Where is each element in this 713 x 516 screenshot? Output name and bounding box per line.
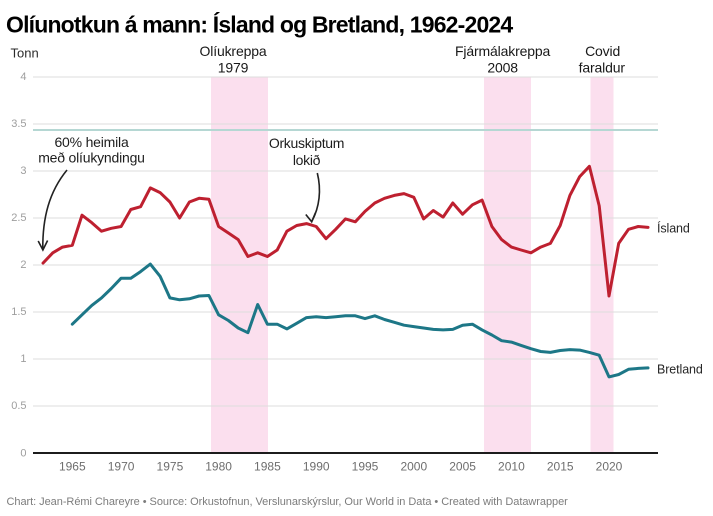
svg-text:1.5: 1.5 [11, 306, 26, 318]
svg-text:1985: 1985 [254, 460, 281, 474]
svg-text:1995: 1995 [352, 460, 379, 474]
svg-text:faraldur: faraldur [579, 60, 626, 76]
svg-text:Ísland: Ísland [657, 220, 690, 235]
svg-text:1970: 1970 [108, 460, 135, 474]
svg-text:2005: 2005 [449, 460, 476, 474]
svg-text:Olíunotkun á mann: Ísland og B: Olíunotkun á mann: Ísland og Bretland, 1… [6, 11, 513, 38]
svg-text:1980: 1980 [205, 460, 232, 474]
svg-text:Bretland: Bretland [657, 362, 703, 376]
svg-text:4: 4 [20, 71, 26, 83]
svg-text:2008: 2008 [487, 60, 518, 76]
svg-text:2.5: 2.5 [11, 212, 26, 224]
svg-text:1990: 1990 [303, 460, 330, 474]
svg-text:2000: 2000 [400, 460, 427, 474]
svg-text:2020: 2020 [596, 460, 623, 474]
svg-text:0: 0 [20, 447, 26, 459]
svg-text:Olíukreppa: Olíukreppa [200, 43, 267, 59]
svg-text:1: 1 [20, 353, 26, 365]
svg-text:3.5: 3.5 [11, 118, 26, 130]
svg-text:Fjármálakreppa: Fjármálakreppa [455, 43, 551, 59]
svg-text:2010: 2010 [498, 460, 525, 474]
svg-text:2015: 2015 [547, 460, 574, 474]
svg-text:0.5: 0.5 [11, 400, 26, 412]
svg-text:1965: 1965 [59, 460, 86, 474]
svg-text:2: 2 [20, 259, 26, 271]
svg-text:lokið: lokið [293, 152, 321, 168]
svg-text:60% heimila: 60% heimila [54, 134, 128, 150]
svg-text:Chart: Jean-Rémi Chareyre • So: Chart: Jean-Rémi Chareyre • Source: Orku… [7, 496, 569, 508]
svg-text:Tonn: Tonn [11, 46, 39, 61]
svg-text:með olíukyndingu: með olíukyndingu [38, 149, 145, 165]
svg-text:1979: 1979 [218, 60, 249, 76]
svg-text:3: 3 [20, 165, 26, 177]
svg-text:Orkuskiptum: Orkuskiptum [269, 135, 344, 151]
svg-text:1975: 1975 [157, 460, 184, 474]
svg-text:Covid: Covid [585, 43, 620, 59]
